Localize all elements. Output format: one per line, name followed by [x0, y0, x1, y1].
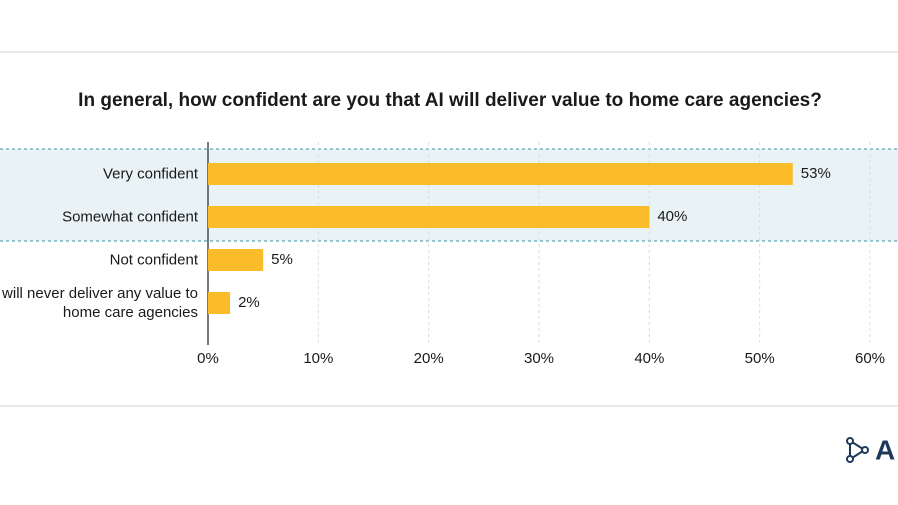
x-tick-label: 60%: [855, 350, 885, 367]
value-label: 53%: [801, 165, 831, 182]
x-tick-label: 50%: [745, 350, 775, 367]
y-tick-label: Somewhat confident: [62, 208, 198, 226]
bar: [208, 249, 264, 271]
x-tick-label: 0%: [197, 350, 219, 367]
x-tick-label: 40%: [634, 350, 664, 367]
value-label: 2%: [238, 294, 260, 311]
y-tick-label: AI will never deliver any value to home …: [0, 285, 198, 321]
x-tick-label: 20%: [414, 350, 444, 367]
value-label: 40%: [657, 208, 687, 225]
bar: [208, 292, 231, 314]
bar: [208, 163, 793, 185]
value-label: 5%: [271, 251, 293, 268]
logo-text: A: [875, 434, 895, 465]
chart-title: In general, how confident are you that A…: [78, 90, 822, 111]
x-tick-label: 30%: [524, 350, 554, 367]
bar: [208, 206, 650, 228]
y-tick-label: Very confident: [102, 165, 198, 183]
x-tick-label: 10%: [303, 350, 333, 367]
logo-icon: [846, 437, 869, 463]
y-tick-label: Not confident: [109, 251, 198, 269]
